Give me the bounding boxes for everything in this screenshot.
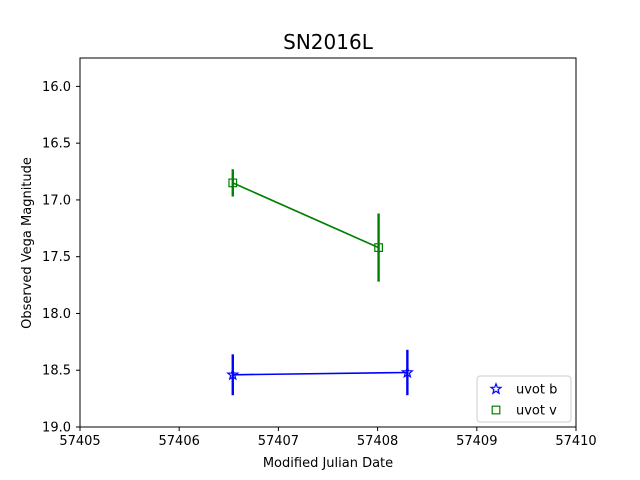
legend-label-uvot-v: uvot v <box>516 404 557 419</box>
y-tick-label: 19.0 <box>42 421 71 436</box>
x-axis-label: Modified Julian Date <box>263 456 393 471</box>
y-tick-label: 18.5 <box>42 364 71 379</box>
x-tick-label: 57410 <box>555 434 596 449</box>
y-tick-label: 18.0 <box>42 307 71 322</box>
data-point-uvot-b <box>400 365 414 379</box>
axes: 57405 57406 57407 57408 57409 57410 16.0 16.5 17… <box>42 80 597 449</box>
y-tick-label: 16.0 <box>42 80 71 95</box>
x-tick-label: 57408 <box>357 434 398 449</box>
legend-marker-uvot-b <box>489 382 503 395</box>
y-tick-label: 17.5 <box>42 250 71 265</box>
y-tick-label: 17.0 <box>42 193 71 208</box>
x-tick-label: 57405 <box>59 434 100 449</box>
data-point-uvot-v <box>228 178 238 188</box>
x-tick-label: 57409 <box>456 434 497 449</box>
data-point-uvot-b <box>226 367 240 381</box>
data-point-uvot-v <box>374 243 383 253</box>
legend-marker-uvot-v <box>491 405 501 415</box>
y-axis-label: Observed Vega Magnitude <box>20 157 35 329</box>
legend-label-uvot-b: uvot b <box>516 383 557 398</box>
x-tick-label: 57407 <box>258 434 299 449</box>
x-tick-label: 57406 <box>159 434 200 449</box>
series-line-uvot-b <box>232 371 408 376</box>
legend: uvot b uvot v <box>476 375 572 423</box>
chart-title: SN2016L <box>283 30 374 54</box>
plot-frame <box>79 57 577 428</box>
plot-area <box>226 169 414 396</box>
y-tick-label: 16.5 <box>42 137 71 152</box>
series-line-uvot-v <box>232 182 379 249</box>
